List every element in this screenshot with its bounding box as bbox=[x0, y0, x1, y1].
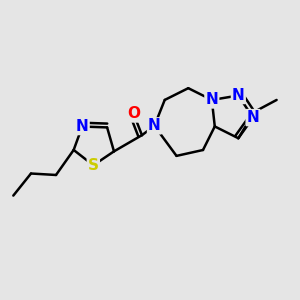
Text: N: N bbox=[232, 88, 245, 103]
Text: N: N bbox=[247, 110, 260, 125]
Text: N: N bbox=[206, 92, 218, 107]
Text: S: S bbox=[88, 158, 99, 173]
Text: O: O bbox=[127, 106, 140, 122]
Text: N: N bbox=[148, 118, 161, 134]
Text: N: N bbox=[76, 119, 88, 134]
